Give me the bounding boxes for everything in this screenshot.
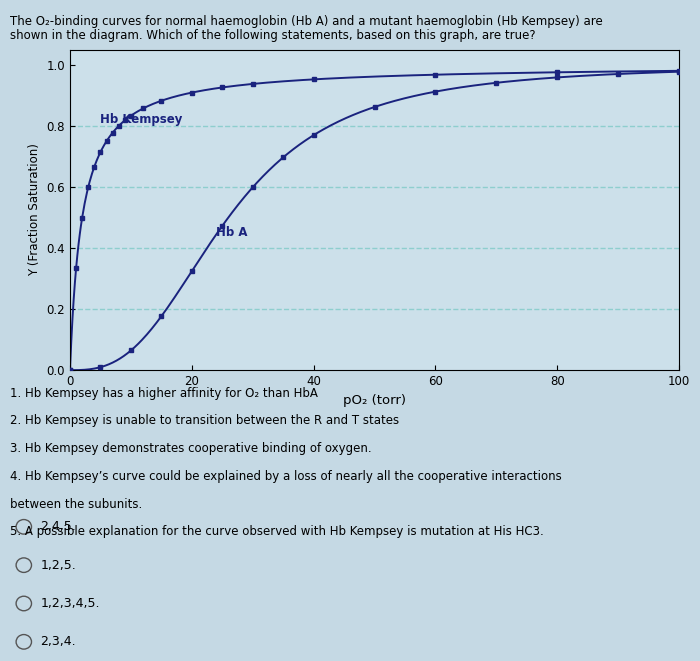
Text: 2,3,4.: 2,3,4.: [41, 635, 76, 648]
Text: Hb A: Hb A: [216, 226, 248, 239]
Y-axis label: Y (Fraction Saturation): Y (Fraction Saturation): [28, 143, 41, 276]
Text: 5. A possible explanation for the curve observed with Hb Kempsey is mutation at : 5. A possible explanation for the curve …: [10, 525, 545, 539]
Text: 3. Hb Kempsey demonstrates cooperative binding of oxygen.: 3. Hb Kempsey demonstrates cooperative b…: [10, 442, 372, 455]
Text: shown in the diagram. Which of the following statements, based on this graph, ar: shown in the diagram. Which of the follo…: [10, 29, 536, 42]
Text: 1. Hb Kempsey has a higher affinity for O₂ than HbA: 1. Hb Kempsey has a higher affinity for …: [10, 387, 318, 400]
Text: 4. Hb Kempsey’s curve could be explained by a loss of nearly all the cooperative: 4. Hb Kempsey’s curve could be explained…: [10, 470, 562, 483]
X-axis label: pO₂ (torr): pO₂ (torr): [343, 393, 406, 407]
Text: 2,4,5.: 2,4,5.: [41, 520, 76, 533]
Text: 1,2,5.: 1,2,5.: [41, 559, 76, 572]
Text: between the subunits.: between the subunits.: [10, 498, 143, 511]
Text: 1,2,3,4,5.: 1,2,3,4,5.: [41, 597, 100, 610]
Text: The O₂-binding curves for normal haemoglobin (Hb A) and a mutant haemoglobin (Hb: The O₂-binding curves for normal haemogl…: [10, 15, 603, 28]
Text: 2. Hb Kempsey is unable to transition between the R and T states: 2. Hb Kempsey is unable to transition be…: [10, 414, 400, 428]
Text: Hb Kempsey: Hb Kempsey: [101, 113, 183, 126]
